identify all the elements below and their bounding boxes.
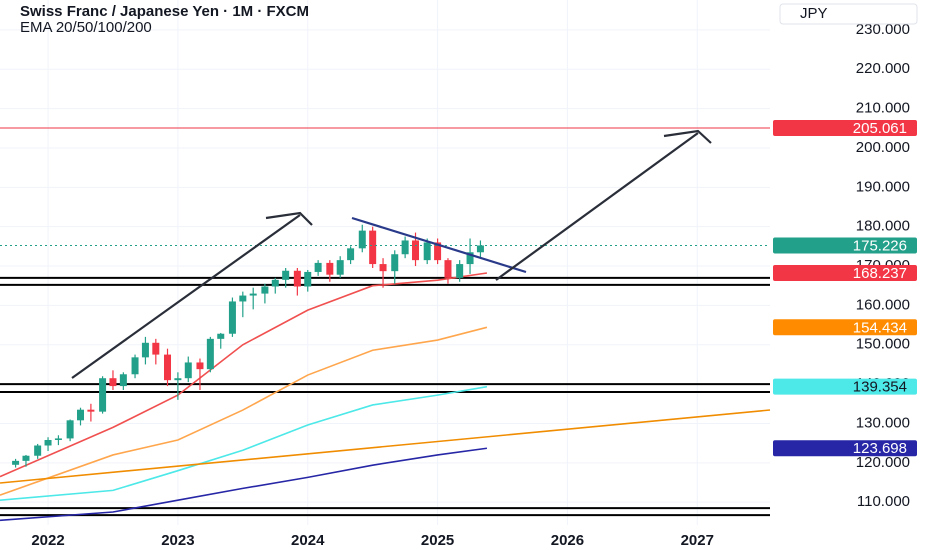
candle-body — [206, 338, 214, 370]
candle-body — [293, 270, 301, 287]
y-tick-label: 130.000 — [856, 414, 910, 431]
trend-line — [351, 216, 527, 274]
chart-subtitle: EMA 20/50/100/200 — [20, 19, 152, 36]
candle-body — [456, 264, 464, 278]
x-tick-label: 2024 — [291, 532, 325, 549]
candle-body — [44, 439, 52, 446]
price-label-box — [773, 319, 917, 336]
ema-line — [0, 447, 488, 522]
candle-body — [34, 445, 42, 456]
candle-body — [217, 333, 225, 339]
candle-body — [282, 270, 290, 280]
arrow-head — [265, 211, 313, 226]
arrow — [71, 214, 301, 379]
trend-line — [0, 409, 771, 484]
candle-body — [304, 271, 312, 287]
candle-body — [476, 245, 484, 253]
candle-body — [239, 295, 247, 302]
candle-body — [412, 240, 420, 261]
price-label-box — [773, 378, 917, 395]
price-label-box — [773, 120, 917, 137]
price-label: 168.237 — [853, 265, 907, 282]
price-label: 123.698 — [853, 440, 907, 457]
price-label: 175.226 — [853, 237, 907, 254]
candle-body — [326, 262, 334, 275]
y-tick-label: 230.000 — [856, 21, 910, 38]
candle-body — [131, 357, 139, 375]
price-label-box — [773, 264, 917, 281]
x-tick-label: 2025 — [421, 532, 454, 549]
x-tick-label: 2022 — [31, 532, 64, 549]
price-label-box — [773, 237, 917, 254]
candle-body — [391, 254, 399, 272]
candle-body — [314, 262, 322, 272]
y-tick-label: 210.000 — [856, 100, 910, 117]
candle-body — [99, 378, 107, 412]
price-label-box — [773, 440, 917, 457]
drawings — [0, 129, 771, 484]
y-tick-label: 220.000 — [856, 60, 910, 77]
currency-box — [779, 3, 918, 25]
candle-body — [12, 460, 20, 465]
candle-body — [271, 279, 279, 287]
y-tick-label: 120.000 — [856, 454, 910, 471]
price-label: 154.434 — [853, 319, 907, 336]
candle-body — [261, 286, 269, 294]
candle-body — [77, 409, 85, 421]
candle-body — [336, 260, 344, 275]
candle-body — [401, 240, 409, 255]
candle-body — [54, 438, 62, 440]
grid — [0, 0, 770, 525]
arrow — [495, 132, 699, 281]
y-tick-label: 200.000 — [856, 139, 910, 156]
candle-body — [444, 260, 452, 278]
x-tick-label: 2026 — [551, 532, 584, 549]
y-tick-label: 180.000 — [856, 218, 910, 235]
candle-body — [174, 378, 182, 381]
candle-body — [66, 420, 74, 439]
candle-body — [164, 354, 172, 381]
candle-body — [347, 248, 355, 261]
ema-line — [0, 385, 488, 502]
candle-body — [379, 264, 387, 272]
candle-body — [196, 362, 204, 370]
arrow-head — [663, 129, 712, 144]
price-axis: 110.000120.000130.000140.000150.000160.0… — [31, 21, 917, 549]
candle-body — [141, 342, 149, 358]
chart-title: Swiss Franc / Japanese Yen · 1M · FXCM — [20, 3, 309, 20]
candle-body — [119, 374, 127, 387]
candle-body — [109, 378, 117, 387]
candle-body — [423, 242, 431, 261]
candle-body — [22, 455, 30, 461]
y-tick-label: 150.000 — [856, 336, 910, 353]
candle-body — [249, 293, 257, 296]
currency: JPY — [800, 5, 828, 22]
y-tick-label: 190.000 — [856, 178, 910, 195]
x-tick-label: 2027 — [681, 532, 714, 549]
candle-body — [466, 252, 474, 265]
candle-body — [87, 409, 95, 412]
candle-body — [152, 342, 160, 355]
candle-body — [184, 362, 192, 379]
candle-body — [369, 230, 377, 265]
price-label: 139.354 — [853, 379, 907, 396]
ema-line — [0, 272, 488, 478]
y-tick-label: 110.000 — [857, 493, 910, 510]
candle-body — [228, 301, 236, 334]
plot — [0, 127, 770, 522]
price-label: 205.061 — [853, 120, 907, 137]
ema-line — [0, 326, 488, 496]
candle-body — [434, 242, 442, 261]
candle-body — [358, 230, 366, 249]
x-tick-label: 2023 — [161, 532, 194, 549]
y-tick-label: 160.000 — [856, 296, 910, 313]
